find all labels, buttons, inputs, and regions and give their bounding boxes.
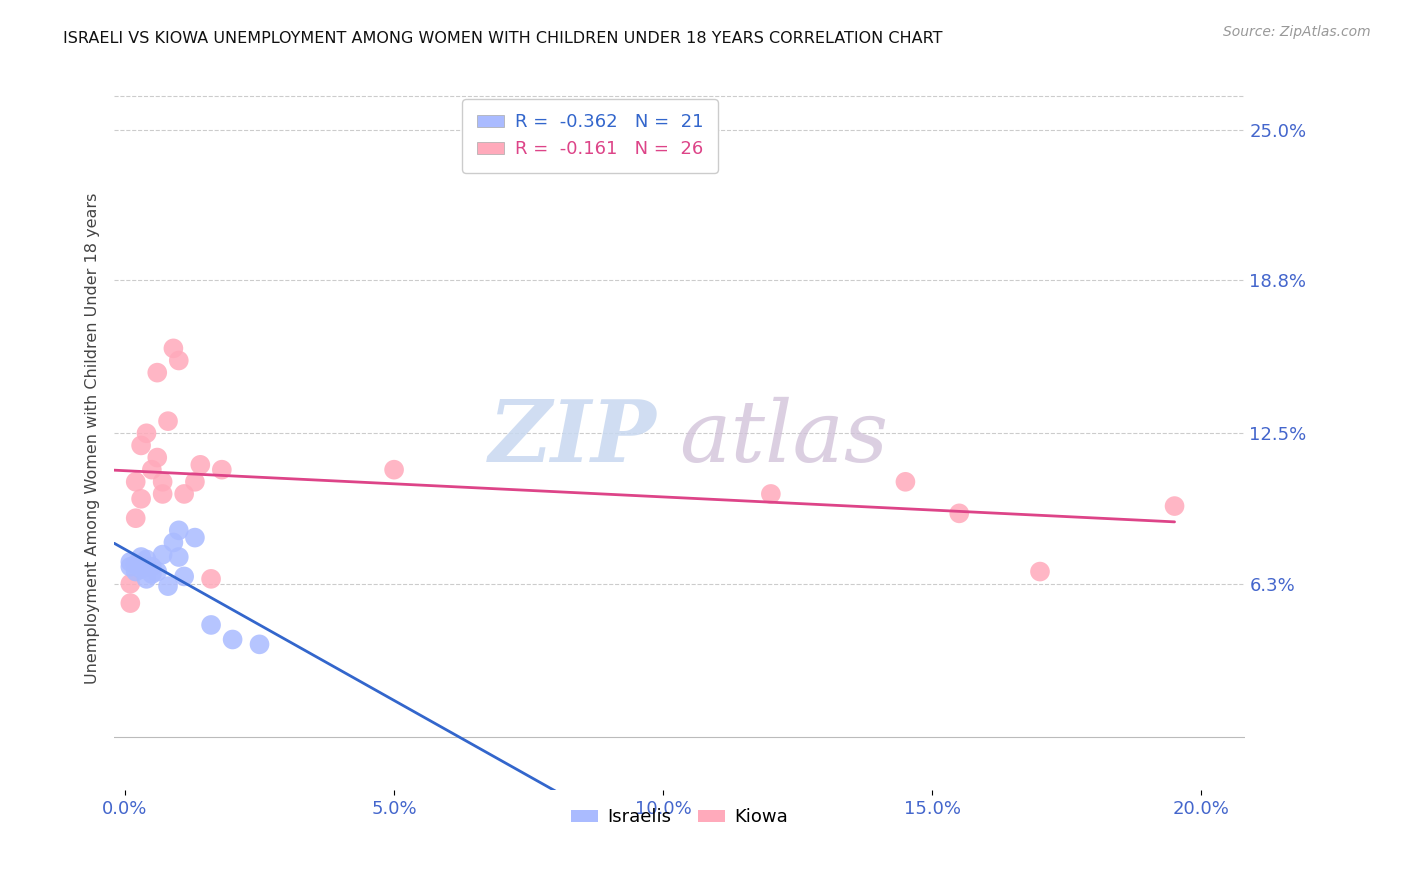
Point xyxy=(129,549,152,564)
Point xyxy=(125,475,148,489)
Point xyxy=(146,366,169,380)
Point xyxy=(948,506,970,520)
Point xyxy=(894,475,917,489)
Point xyxy=(141,559,163,574)
Point xyxy=(146,565,169,579)
Text: ZIP: ZIP xyxy=(489,396,657,480)
Point xyxy=(125,565,148,579)
Point xyxy=(135,572,157,586)
Point xyxy=(188,458,211,472)
Point xyxy=(167,524,190,538)
Point xyxy=(146,450,169,465)
Point xyxy=(759,487,782,501)
Point xyxy=(382,463,405,477)
Point xyxy=(156,579,179,593)
Point xyxy=(200,572,222,586)
Legend: Israelis, Kiowa: Israelis, Kiowa xyxy=(564,801,796,834)
Point xyxy=(162,535,184,549)
Point xyxy=(167,353,190,368)
Point xyxy=(125,558,148,572)
Text: Source: ZipAtlas.com: Source: ZipAtlas.com xyxy=(1223,25,1371,39)
Point xyxy=(141,463,163,477)
Point xyxy=(120,596,142,610)
Point xyxy=(152,475,174,489)
Point xyxy=(135,552,157,566)
Point xyxy=(129,562,152,576)
Y-axis label: Unemployment Among Women with Children Under 18 years: Unemployment Among Women with Children U… xyxy=(86,193,100,684)
Point xyxy=(200,618,222,632)
Point xyxy=(1163,499,1185,513)
Text: atlas: atlas xyxy=(679,397,889,480)
Point xyxy=(184,475,207,489)
Point xyxy=(152,487,174,501)
Point xyxy=(1029,565,1052,579)
Point xyxy=(120,555,142,569)
Point xyxy=(162,342,184,356)
Point xyxy=(120,576,142,591)
Point xyxy=(173,487,195,501)
Point xyxy=(249,637,271,651)
Point xyxy=(141,566,163,581)
Text: ISRAELI VS KIOWA UNEMPLOYMENT AMONG WOMEN WITH CHILDREN UNDER 18 YEARS CORRELATI: ISRAELI VS KIOWA UNEMPLOYMENT AMONG WOME… xyxy=(63,31,943,46)
Point xyxy=(152,548,174,562)
Point xyxy=(173,569,195,583)
Point xyxy=(167,549,190,564)
Point xyxy=(184,531,207,545)
Point xyxy=(156,414,179,428)
Point xyxy=(129,438,152,452)
Point xyxy=(120,559,142,574)
Point xyxy=(135,426,157,441)
Point xyxy=(125,511,148,525)
Point xyxy=(221,632,243,647)
Point xyxy=(129,491,152,506)
Point xyxy=(211,463,233,477)
